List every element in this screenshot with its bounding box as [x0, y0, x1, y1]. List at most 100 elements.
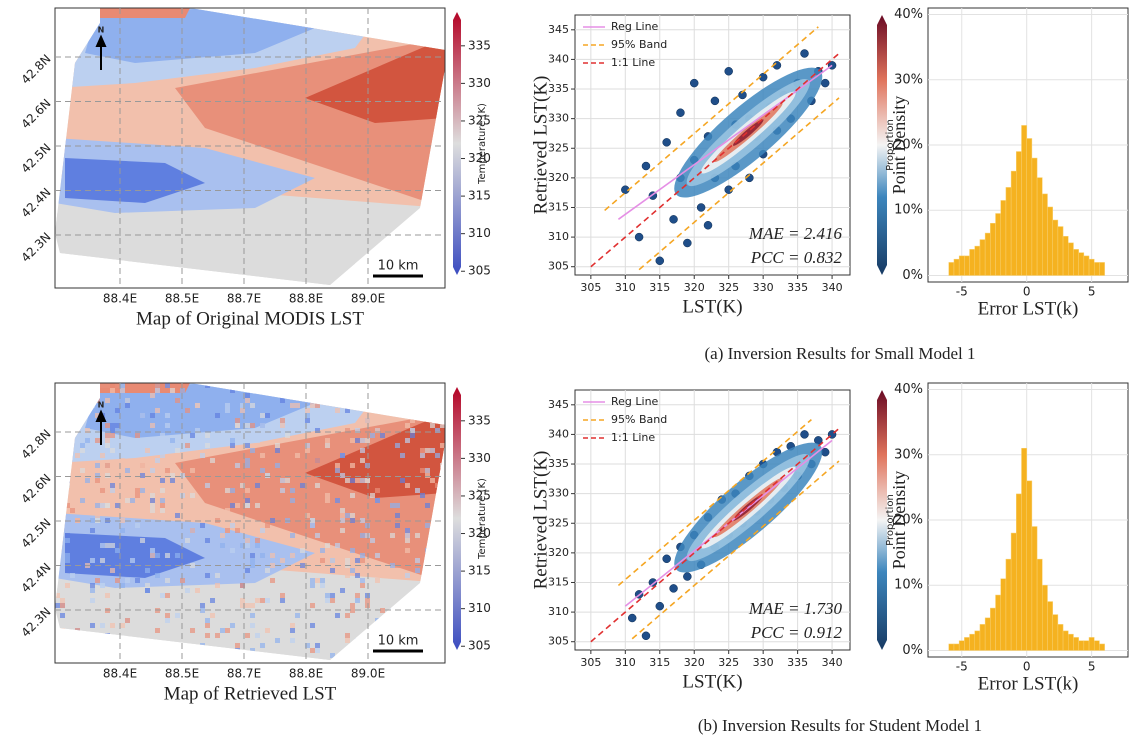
map-pixel — [385, 388, 390, 393]
map-pixel — [70, 508, 75, 513]
map-pixel — [275, 443, 280, 448]
map-pixel — [85, 438, 90, 443]
map-pixel — [235, 463, 240, 468]
map-pixel — [295, 403, 300, 408]
bar — [958, 255, 965, 276]
map-pixel — [60, 603, 65, 608]
bar — [1057, 226, 1064, 276]
map-pixel — [190, 528, 195, 533]
map-pixel — [300, 613, 305, 618]
map-pixel — [335, 498, 340, 503]
map-pixel — [245, 443, 250, 448]
map-pixel — [290, 658, 295, 660]
map-pixel — [425, 473, 430, 478]
chart-title: Map of Retrieved LST — [164, 683, 337, 704]
map-pixel — [420, 493, 425, 498]
map-pixel — [280, 423, 285, 428]
map-region — [65, 158, 205, 203]
map-pixel — [430, 553, 435, 558]
map-pixel — [205, 443, 210, 448]
map-pixel — [280, 488, 285, 493]
map-pixel — [350, 603, 355, 608]
map-pixel — [265, 413, 270, 418]
series-line — [617, 419, 812, 587]
map-pixel — [55, 483, 60, 488]
map-pixel — [120, 623, 125, 628]
y-tick-label: 42.8N — [18, 52, 53, 87]
map-pixel — [155, 458, 160, 463]
series-line-lower — [631, 460, 840, 640]
bar — [964, 255, 970, 276]
map-pixel — [320, 583, 325, 588]
map-pixel — [90, 403, 95, 408]
x-tick-label: 340 — [822, 656, 843, 669]
map-pixel — [60, 478, 65, 483]
y-axis-label: Proportion — [885, 494, 896, 546]
map-pixel — [240, 543, 245, 548]
bar — [958, 640, 965, 651]
x-tick-label: 88.4E — [103, 292, 137, 306]
map-pixel — [265, 628, 270, 633]
map-pixel — [275, 448, 280, 453]
map-pixel — [225, 408, 230, 413]
point — [627, 613, 637, 623]
map-pixel — [105, 433, 110, 438]
map-pixel — [325, 388, 330, 393]
map-pixel — [355, 653, 360, 658]
bar — [990, 607, 996, 651]
map-pixel — [55, 443, 60, 448]
bar — [979, 239, 986, 276]
map-pixel — [60, 598, 65, 603]
map-pixel — [335, 408, 340, 413]
bar — [1010, 532, 1017, 651]
map-pixel — [240, 583, 245, 588]
map-pixel — [175, 398, 180, 403]
map-pixel — [110, 433, 115, 438]
map-pixel — [275, 433, 280, 438]
map-pixel — [65, 503, 70, 508]
annotation: MAE = 1.730 — [748, 599, 843, 618]
map-pixel — [185, 408, 190, 413]
map-pixel — [330, 593, 335, 598]
map-pixel — [70, 633, 75, 638]
series-line-lower — [638, 97, 840, 271]
map-pixel — [390, 533, 395, 538]
map-pixel — [355, 558, 360, 563]
map-pixel — [115, 578, 120, 583]
map-pixel — [95, 463, 100, 468]
map-pixel — [175, 448, 180, 453]
map-pixel — [135, 493, 140, 498]
map-pixel — [380, 618, 385, 623]
legend-label: Reg Line — [611, 20, 659, 33]
map-pixel — [435, 483, 440, 488]
map-pixel — [190, 648, 195, 653]
annotation: MAE = 2.416 — [748, 224, 843, 243]
map-pixel — [355, 653, 360, 658]
map-pixel — [380, 393, 385, 398]
map-pixel — [70, 473, 75, 478]
legend-label: 1:1 Line — [611, 431, 655, 444]
map-pixel — [60, 653, 65, 658]
scale-bar-label: 10 km — [378, 259, 419, 274]
map-pixel — [330, 568, 335, 573]
map-pixel — [415, 568, 420, 573]
map-pixel — [330, 658, 335, 660]
map-pixel — [85, 388, 90, 393]
map-pixel — [340, 473, 345, 478]
map-pixel — [75, 628, 80, 633]
map-pixel — [125, 403, 130, 408]
map-pixel — [160, 498, 165, 503]
map-pixel — [150, 413, 155, 418]
bar — [995, 594, 1001, 651]
map-pixel — [395, 443, 400, 448]
x-tick-label: -5 — [956, 660, 968, 674]
x-tick-label: 88.5E — [165, 667, 199, 681]
map-pixel — [230, 443, 235, 448]
map-pixel — [145, 448, 150, 453]
map-pixel — [90, 518, 95, 523]
map-pixel — [375, 658, 380, 660]
map-pixel — [295, 453, 300, 458]
x-tick-label: 335 — [787, 656, 808, 669]
map-pixel — [55, 653, 60, 658]
